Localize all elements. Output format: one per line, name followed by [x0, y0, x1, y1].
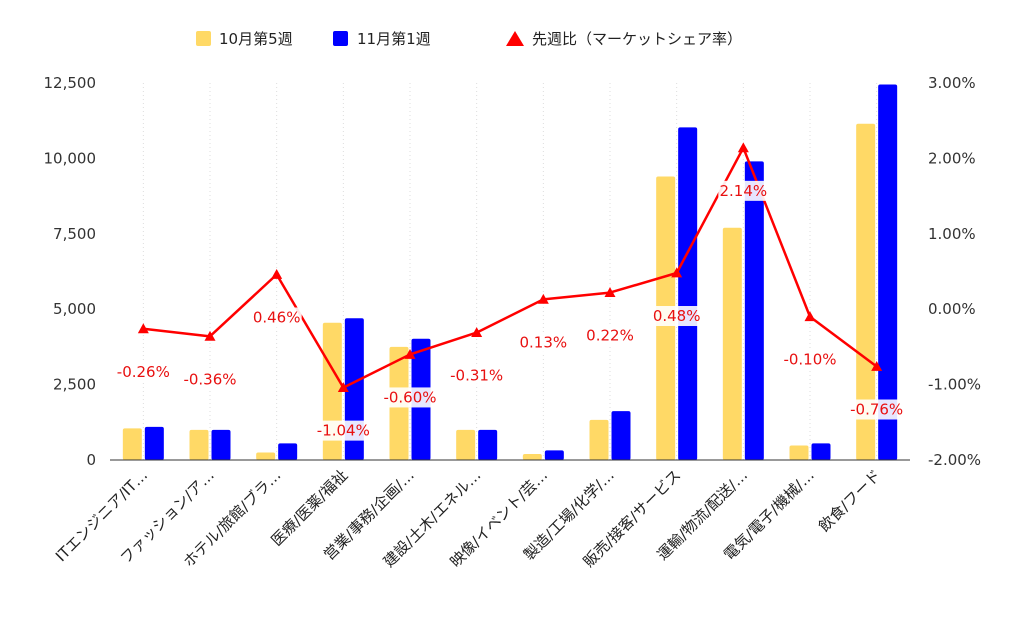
data-label-bg-5 — [447, 365, 507, 386]
bar-series-0-2 — [256, 452, 276, 460]
bar-series-1-8 — [678, 127, 698, 460]
bar-series-1-0 — [144, 426, 164, 460]
y-left-axis: 0 2,500 5,000 7,500 10,000 12,500 — [44, 74, 97, 469]
x-tick-label-11: 飲食/フード — [815, 466, 884, 535]
legend-label-series-2: 先週比（マーケットシェア率） — [532, 30, 742, 48]
bar-series-0-0 — [122, 428, 142, 460]
data-label-bg-1 — [180, 369, 240, 390]
data-label-bg-3 — [313, 420, 373, 441]
bar-series-1-5 — [478, 429, 498, 460]
y-right-tick-label: 3.00% — [928, 74, 976, 92]
data-label-bg-4 — [380, 387, 440, 408]
bar-series-0-5 — [456, 429, 476, 460]
legend: 10月第5週 11月第1週 先週比（マーケットシェア率） — [196, 30, 742, 48]
legend-swatch-series-0 — [196, 31, 211, 46]
data-label-bg-8 — [651, 306, 702, 327]
bars — [122, 84, 898, 461]
line-marker-3 — [337, 382, 349, 393]
line-marker-2 — [271, 269, 283, 279]
data-label-bg-9 — [718, 180, 769, 201]
data-label-3: -1.04% — [317, 422, 370, 440]
line-marker-6 — [537, 293, 549, 304]
data-label-bg-6 — [518, 332, 569, 353]
bar-series-1-7 — [611, 411, 631, 460]
bar-series-0-11 — [856, 123, 876, 460]
y-right-axis: -2.00% -1.00% 0.00% 1.00% 2.00% 3.00% — [928, 74, 981, 469]
line-marker-10 — [804, 311, 816, 322]
y-left-tick-label: 0 — [86, 451, 96, 469]
y-right-tick-label: -1.00% — [928, 376, 981, 394]
data-label-1: -0.36% — [183, 370, 236, 388]
data-label-5: -0.31% — [450, 367, 503, 385]
bar-series-0-7 — [589, 419, 609, 460]
bar-series-1-1 — [211, 429, 231, 460]
data-labels: -0.26% -0.36% 0.46% -1.04% -0.60% -0.31% 0.13%… — [113, 180, 907, 441]
bar-series-0-1 — [189, 429, 209, 460]
x-axis: ITエンジニア/IT…ファッション/ア…ホテル/旅館/ブラ…医療/医薬/福祉営業… — [52, 466, 884, 571]
y-left-tick-label: 7,500 — [53, 225, 96, 243]
line-marker-1 — [204, 330, 216, 341]
line-marker-5 — [471, 327, 483, 337]
bar-series-0-10 — [789, 445, 809, 460]
data-label-0: -0.26% — [117, 363, 170, 381]
data-label-bg-10 — [780, 349, 840, 370]
y-right-tick-label: 0.00% — [928, 300, 976, 318]
bar-series-1-10 — [811, 443, 831, 460]
data-label-bg-0 — [113, 361, 173, 382]
data-label-11: -0.76% — [850, 401, 903, 419]
line-marker-8 — [671, 267, 683, 278]
data-label-6: 0.13% — [520, 333, 568, 351]
y-left-tick-label: 10,000 — [44, 149, 97, 167]
y-left-tick-label: 2,500 — [53, 376, 96, 394]
data-label-bg-2 — [251, 307, 302, 328]
bar-series-1-9 — [744, 161, 764, 460]
legend-label-series-1: 11月第1週 — [357, 30, 431, 48]
y-left-tick-label: 12,500 — [44, 74, 97, 92]
data-label-bg-11 — [847, 399, 907, 420]
data-label-7: 0.22% — [586, 327, 634, 345]
legend-swatch-series-1 — [333, 31, 348, 46]
share-line-path — [143, 146, 878, 389]
bar-series-0-9 — [722, 227, 742, 460]
data-label-4: -0.60% — [383, 388, 436, 406]
data-label-10: -0.10% — [783, 351, 836, 369]
bar-series-0-6 — [522, 453, 542, 460]
data-label-9: 2.14% — [720, 182, 768, 200]
data-label-bg-7 — [585, 325, 635, 346]
grid — [142, 83, 878, 460]
bar-series-1-2 — [278, 443, 298, 460]
line-marker-9 — [737, 142, 749, 153]
line-marker-0 — [137, 323, 149, 334]
bar-series-1-6 — [544, 450, 564, 460]
legend-label-series-0: 10月第5週 — [219, 30, 293, 48]
legend-marker-series-2 — [506, 31, 524, 46]
y-left-tick-label: 5,000 — [53, 300, 96, 318]
y-right-tick-label: 1.00% — [928, 225, 976, 243]
line-marker-11 — [871, 361, 883, 371]
line-marker-7 — [604, 287, 616, 298]
y-right-tick-label: 2.00% — [928, 149, 976, 167]
data-label-8: 0.48% — [653, 307, 701, 325]
y-right-tick-label: -2.00% — [928, 451, 981, 469]
line-marker-4 — [404, 348, 416, 359]
share-line — [137, 142, 883, 393]
data-label-2: 0.46% — [253, 309, 301, 327]
bar-series-1-11 — [878, 84, 898, 461]
